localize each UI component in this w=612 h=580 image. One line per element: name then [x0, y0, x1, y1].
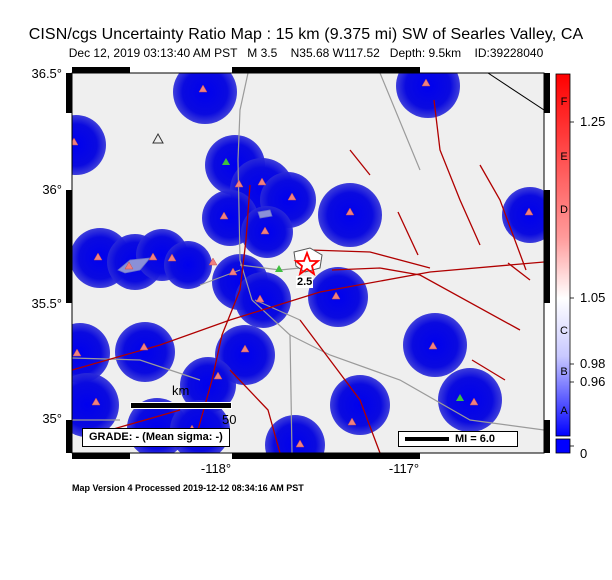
cb-letter-c: C	[560, 325, 568, 337]
stations-green	[222, 158, 464, 401]
stations	[72, 78, 534, 448]
mi-legend: MI = 6.0	[398, 431, 518, 447]
lat-tick-365: 36.5°	[31, 66, 62, 81]
lon-tick-117: -117°	[388, 461, 420, 476]
cb-letter-e: E	[560, 151, 568, 163]
lat-tick-35: 35°	[42, 411, 62, 426]
mi-text: MI = 6.0	[455, 433, 496, 445]
cb-value-098: 0.98	[580, 356, 606, 371]
grade-box: GRADE: - (Mean sigma: -)	[82, 428, 230, 447]
roads	[72, 73, 544, 453]
map-title: CISN/cgs Uncertainty Ratio Map : 15 km (…	[28, 26, 584, 43]
scale-value: 50	[222, 412, 237, 427]
scale-bar: km 50	[128, 383, 237, 430]
mi-bar	[405, 437, 449, 441]
cb-letter-a: A	[560, 405, 568, 417]
scale-line	[130, 402, 232, 409]
colorbar	[555, 73, 571, 437]
map-subtitle: Dec 12, 2019 03:13:40 AM PST M 3.5 N35.6…	[68, 46, 544, 60]
cb-value-0: 0	[580, 446, 588, 461]
cb-letter-f: F	[560, 96, 568, 108]
cb-value-125: 1.25	[580, 114, 606, 129]
lat-tick-355: 35.5°	[31, 296, 62, 311]
colorbar-zero-swatch	[555, 438, 571, 454]
lat-tick-36: 36°	[42, 182, 62, 197]
processed-footer: Map Version 4 Processed 2019-12-12 08:34…	[72, 483, 304, 493]
cb-value-096: 0.96	[580, 374, 606, 389]
epicenter-label: 2.5	[296, 276, 314, 288]
lon-tick-118: -118°	[200, 461, 232, 476]
state-boundary	[487, 73, 544, 111]
station-triangle-open	[152, 132, 164, 144]
scale-unit: km	[172, 383, 190, 398]
epicenter-star-icon	[293, 250, 321, 277]
cb-value-105: 1.05	[580, 290, 606, 305]
cb-letter-b: B	[560, 366, 568, 378]
frame-ticks	[66, 67, 550, 459]
cb-letter-d: D	[560, 204, 568, 216]
